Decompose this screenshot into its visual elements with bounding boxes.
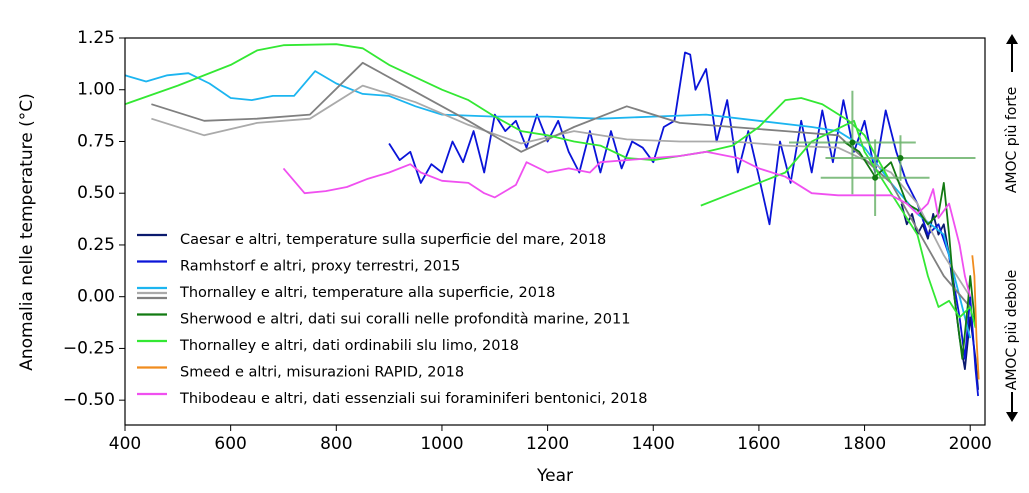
annotation: AMOC più forte — [1004, 87, 1020, 193]
x-tick-label: 1400 — [632, 434, 675, 454]
x-tick-label: 600 — [214, 434, 246, 454]
legend-label: Sherwood e altri, dati sui coralli nelle… — [180, 312, 630, 328]
legend-label: Ramhstorf e altri, proxy terrestri, 2015 — [180, 259, 460, 275]
series-line — [125, 70, 972, 339]
point — [872, 174, 879, 181]
x-tick-label: 1600 — [737, 434, 780, 454]
x-axis-label: Year — [536, 466, 573, 486]
y-tick-label: 0.25 — [77, 235, 115, 255]
y-tick-label: 0.50 — [77, 183, 115, 203]
legend-label: Smeed e altri, misurazioni RAPID, 2018 — [180, 365, 464, 381]
y-tick-label: 0.75 — [77, 131, 115, 151]
x-tick-label: 400 — [109, 434, 141, 454]
legend-label: Thornalley e altri, temperature alla sup… — [179, 285, 555, 301]
y-axis-label: Anomalia nelle temperature (°C) — [17, 93, 37, 371]
point — [849, 139, 856, 146]
series-line — [151, 61, 971, 308]
legend-label: Thornalley e altri, dati ordinabili slu … — [179, 338, 519, 354]
x-tick-label: 2000 — [949, 434, 992, 454]
legend-label: Caesar e altri, temperature sulla superf… — [180, 232, 606, 248]
y-tick-label: 0.00 — [77, 287, 115, 307]
x-tick-label: 1000 — [420, 434, 463, 454]
series-line — [125, 43, 977, 328]
y-tick-label: 1.00 — [77, 80, 115, 100]
arrow-head — [1006, 34, 1018, 44]
point — [897, 155, 904, 162]
x-tick-label: 1200 — [526, 434, 569, 454]
arrow-head — [1006, 412, 1018, 422]
legend-label: Thibodeau e altri, dati essenziali sui f… — [179, 391, 647, 407]
plot-frame — [124, 37, 986, 426]
x-tick-label: 800 — [320, 434, 352, 454]
annotation: AMOC più debole — [1004, 270, 1020, 390]
y-tick-label: −0.50 — [63, 390, 115, 410]
x-tick-label: 1800 — [843, 434, 886, 454]
series-line — [282, 150, 972, 297]
y-tick-label: 1.25 — [77, 28, 115, 48]
series-line — [842, 140, 977, 360]
series-line — [971, 255, 980, 380]
y-tick-label: −0.25 — [63, 338, 115, 358]
